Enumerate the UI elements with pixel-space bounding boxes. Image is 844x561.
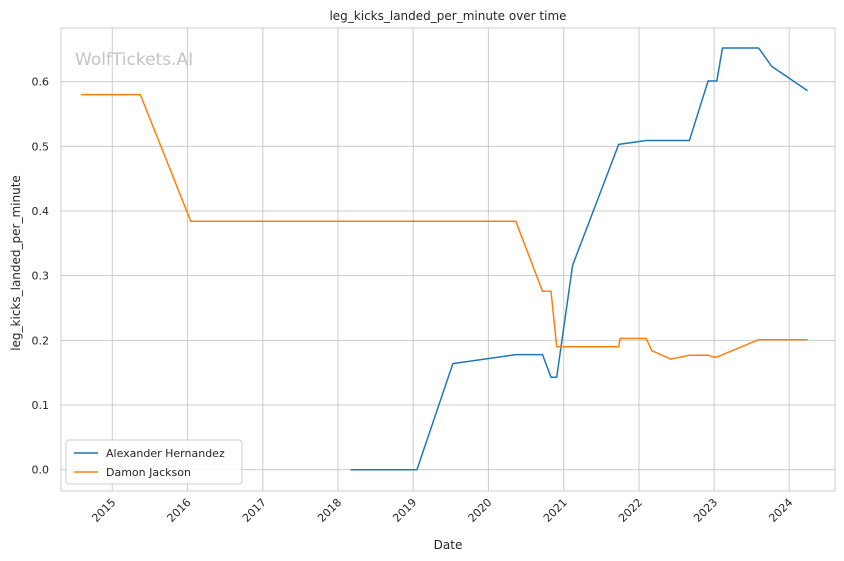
y-tick-label: 0.3 — [32, 270, 50, 283]
series-line-damon-jackson — [81, 93, 808, 360]
y-tick-label: 0.2 — [32, 334, 50, 347]
legend-box — [65, 439, 243, 485]
chart-title: leg_kicks_landed_per_minute over time — [329, 9, 566, 23]
y-tick-label: 0.0 — [32, 464, 50, 477]
grid — [61, 28, 835, 491]
plot-area-frame — [60, 27, 836, 492]
legend-label-alexander-hernandez: Alexander Hernandez — [106, 447, 225, 460]
watermark-text: WolfTickets.AI — [75, 50, 193, 70]
series-lines — [81, 47, 809, 471]
legend-label-damon-jackson: Damon Jackson — [106, 466, 191, 479]
y-tick-label: 0.1 — [32, 399, 50, 412]
y-tick-label: 0.6 — [32, 76, 50, 89]
y-tick-label: 0.4 — [32, 205, 50, 218]
y-tick-label: 0.5 — [32, 140, 50, 153]
x-axis-title: Date — [434, 538, 463, 552]
series-line-alexander-hernandez — [350, 47, 809, 471]
legend: Alexander Hernandez Damon Jackson — [65, 439, 243, 485]
y-axis-title: leg_kicks_landed_per_minute — [9, 175, 23, 351]
